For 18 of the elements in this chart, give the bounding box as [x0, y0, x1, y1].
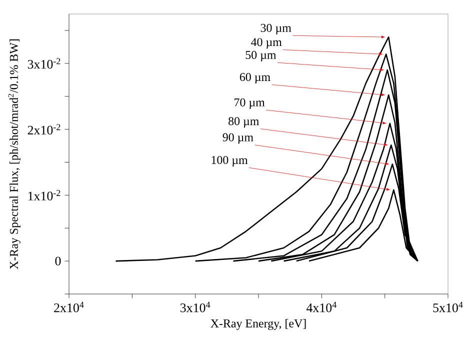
y-tick-label: 2x10$^{-2}$ [28, 124, 60, 135]
text: 50 µm [246, 50, 276, 62]
y-axis-title: X-Ray Spectral Flux, [ph/shot/mrad$^{2}$/0.1% BW] [8, 39, 20, 270]
text: 90 µm [222, 133, 254, 144]
x-tick-label: 3x10$^{4}$ [180, 302, 210, 312]
x-tick-label: 5x10$^{4}$ [433, 302, 463, 312]
text: 40 µm [251, 38, 282, 49]
text: 70 µm [234, 98, 265, 109]
text: 100 µm [212, 156, 248, 166]
y-tick-label: 3x10$^{-2}$ [28, 58, 60, 69]
text: 30 µm [260, 24, 292, 34]
x-tick-label: 2x10$^{4}$ [54, 302, 84, 312]
y-tick-label: 0 [55, 256, 61, 266]
x-tick-label: 4x10$^{4}$ [306, 302, 336, 312]
text: 80 µm [228, 117, 260, 128]
y-tick-label: 1x10$^{-2}$ [28, 190, 60, 200]
x-axis-title: X-Ray Energy, [eV] [210, 319, 306, 330]
text: 60 µm [240, 72, 270, 84]
